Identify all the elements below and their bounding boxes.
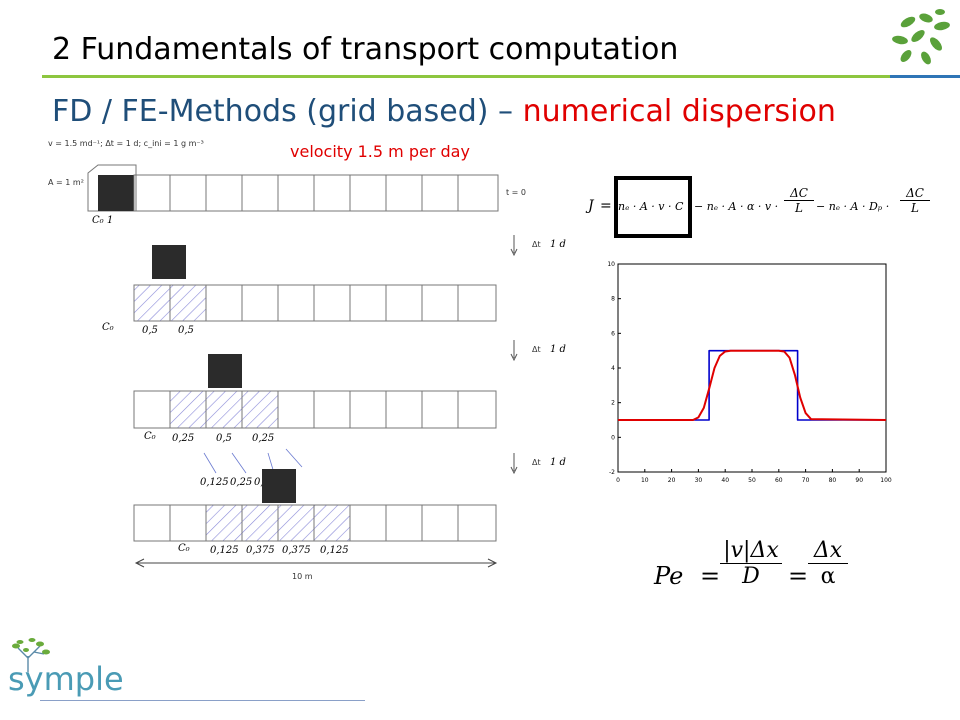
dt-arrow-3: Δt 1 d [510,453,566,475]
svg-text:C₀: C₀ [144,431,156,442]
x-tick-label: 0 [616,477,620,484]
svg-text:0,375: 0,375 [282,545,311,556]
y-tick-label: 2 [611,400,615,407]
x-tick-label: 60 [775,477,783,484]
svg-text:Δt: Δt [532,345,541,354]
x-tick-label: 90 [855,477,863,484]
moving-block [208,354,242,388]
y-tick-label: 4 [611,365,615,372]
grid-row-t0: t = 0 C₀ 1 [87,164,526,226]
y-tick-label: 0 [611,434,615,441]
t0-label: t = 0 [506,188,526,197]
series-line-0 [618,349,886,421]
svg-text:0,25: 0,25 [172,433,194,444]
svg-text:0,375: 0,375 [246,545,275,556]
velocity-note: velocity 1.5 m per day [290,142,470,161]
slide-subtitle: FD / FE-Methods (grid based) – numerical… [52,94,836,129]
page-title: 2 Fundamentals of transport computation [52,32,679,67]
svg-text:Δt: Δt [532,240,541,249]
highlight-box [614,176,692,238]
x-tick-label: 80 [829,477,837,484]
svg-text:Δt: Δt [532,458,541,467]
y-tick-label: 8 [611,296,615,303]
svg-text:0,25: 0,25 [252,433,274,444]
grid-row-dt2: C₀ 0,25 0,5 0,25 [133,354,497,444]
subtitle-highlight: numerical dispersion [522,94,836,129]
x-tick-label: 50 [748,477,756,484]
svg-text:0,5: 0,5 [178,325,194,336]
svg-text:C₀: C₀ [102,322,114,333]
y-tick-label: 10 [607,261,615,268]
subtitle-main: FD / FE-Methods (grid based) – [52,94,523,129]
x-tick-label: 40 [721,477,729,484]
x-tick-label: 100 [880,477,892,484]
grid-row-dt1: C₀ 0,5 0,5 [102,245,497,336]
svg-text:10 m: 10 m [292,572,313,581]
footer-divider [40,700,365,701]
grid-params: v = 1.5 md⁻¹; Δt = 1 d; c_ini = 1 g m⁻³ [48,139,204,148]
dt-arrow-1: Δt 1 d [510,235,566,257]
x-tick-label: 30 [695,477,703,484]
moving-block [152,245,186,279]
peclet-fraction-2: Δx α [808,538,848,589]
flux-equation: J = nₑ · A · v · C − nₑ · A · α · v · ΔC… [584,176,934,242]
svg-text:0,125: 0,125 [320,545,349,556]
svg-text:1 d: 1 d [550,344,566,355]
grid-diagram: v = 1.5 md⁻¹; Δt = 1 d; c_ini = 1 g m⁻³ … [48,139,566,581]
peclet-fraction-1: |v|Δx D [720,538,782,589]
dt-arrow-2: Δt 1 d [510,340,566,362]
x-tick-label: 10 [641,477,649,484]
x-tick-label: 20 [668,477,676,484]
svg-text:0,5: 0,5 [142,325,158,336]
title-underline [42,75,890,78]
svg-text:0,125: 0,125 [210,545,239,556]
grid-row-dt3: C₀ 0,125 0,375 0,375 0,125 [133,469,497,556]
y-tick-label: -2 [609,469,615,476]
svg-text:C₀: C₀ [178,543,190,554]
svg-text:1 d: 1 d [550,239,566,250]
title-underline-accent [890,75,960,78]
moving-block [262,469,296,503]
leaf-logo-icon [892,9,950,65]
y-tick-label: 6 [611,330,615,337]
svg-text:1 d: 1 d [550,457,566,468]
svg-text:0,125: 0,125 [200,477,229,488]
length-dimension: 10 m [134,558,498,581]
fraction-2: ΔC L [900,186,930,215]
symple-logo-text: symple [8,660,124,698]
fraction-1: ΔC L [784,186,814,215]
c-label-1: C₀ 1 [92,215,113,226]
chart-frame [617,263,887,473]
symple-tree-icon [12,638,50,672]
series-line-1 [618,349,887,421]
x-tick-label: 70 [802,477,810,484]
peclet-equation: Pe = |v|Δx D = Δx α [654,538,854,618]
svg-text:0,5: 0,5 [216,433,232,444]
grid-area-label: A = 1 m² [48,178,84,187]
svg-text:0,25: 0,25 [230,477,252,488]
